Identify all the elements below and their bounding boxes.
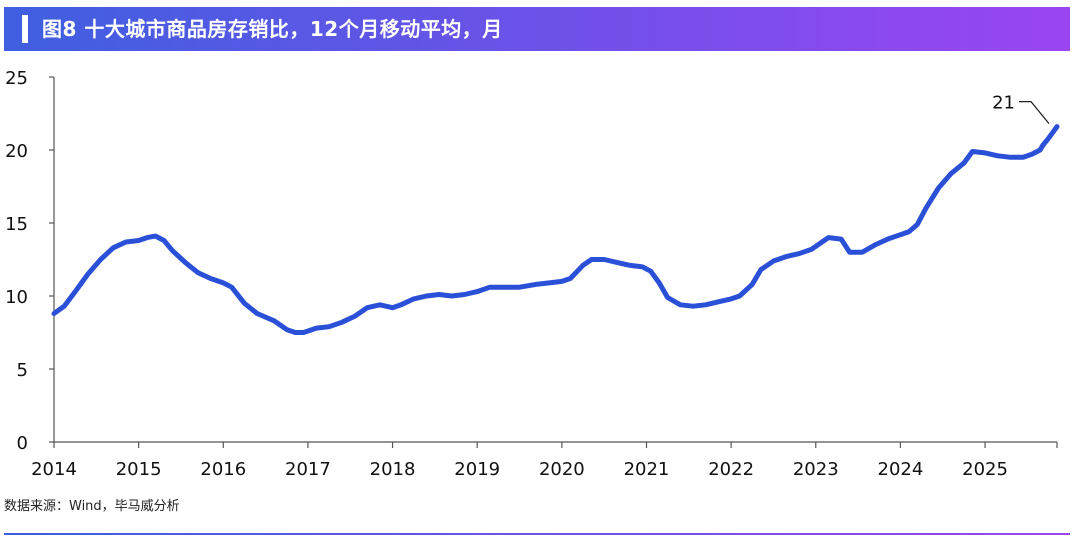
y-tick-label: 0 [17, 433, 28, 454]
x-tick-label: 2025 [962, 459, 1008, 480]
x-tick-label: 2022 [708, 459, 754, 480]
annotation: 21 [992, 93, 1050, 125]
x-tick-label: 2020 [539, 459, 585, 480]
y-tick-label: 25 [5, 68, 28, 89]
source-note: 数据来源：Wind，毕马威分析 [4, 499, 180, 514]
x-tick-label: 2015 [116, 459, 162, 480]
series-line [51, 124, 1060, 335]
x-tick-label: 2019 [454, 459, 500, 480]
bottom-divider [4, 533, 1070, 535]
y-tick-label: 20 [5, 141, 28, 162]
annotation-leader-line [1019, 100, 1050, 125]
x-tick-label: 2014 [31, 459, 77, 480]
x-tick-label: 2024 [878, 459, 924, 480]
annotation-label: 21 [992, 93, 1015, 114]
chart-axes [53, 77, 1057, 443]
y-tick-label: 5 [17, 360, 28, 381]
y-tick-label: 10 [5, 287, 28, 308]
x-tick-label: 2021 [624, 459, 670, 480]
y-tick-label: 15 [5, 214, 28, 235]
x-tick-label: 2023 [793, 459, 839, 480]
title-accent-bar [22, 15, 28, 43]
x-tick-label: 2018 [370, 459, 416, 480]
x-tick-label: 2016 [200, 459, 246, 480]
x-tick-label: 2017 [285, 459, 331, 480]
x-axis-ticks: 2014 2015 2016 2017 2018 2019 2020 2021 2022 2023… [31, 442, 1058, 480]
y-axis-ticks: 0 5 10 15 20 25 [5, 68, 54, 454]
chart-title: 图8 十大城市商品房存销比，12个月移动平均，月 [42, 17, 503, 41]
chart-title-bar: 图8 十大城市商品房存销比，12个月移动平均，月 [4, 7, 1070, 51]
